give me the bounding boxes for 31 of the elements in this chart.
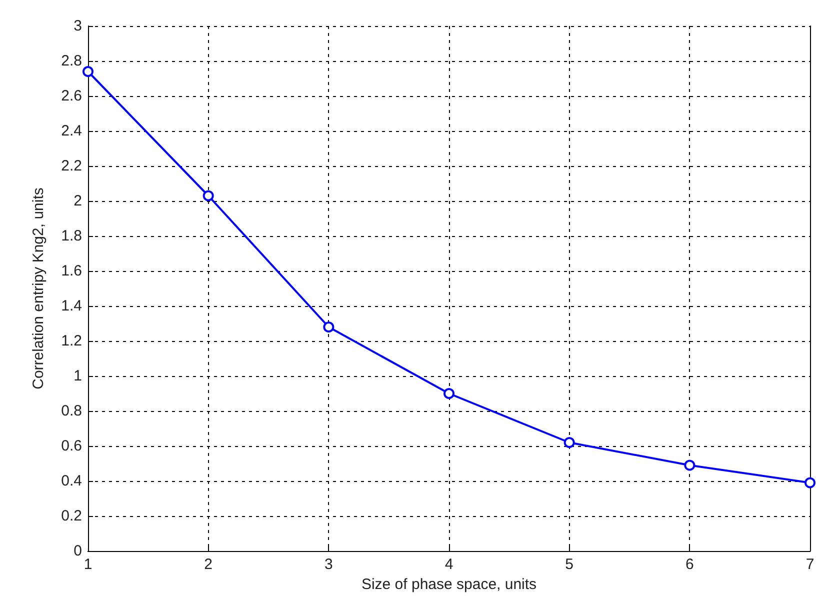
y-tick-label: 1.2 — [61, 332, 82, 350]
y-tick-label: 0.4 — [61, 472, 82, 490]
y-tick-label: 2.6 — [61, 88, 82, 104]
y-tick-label: 0.6 — [61, 438, 82, 454]
x-tick-label: 2 — [204, 556, 213, 573]
x-axis-title: Size of phase space, units — [361, 576, 537, 593]
point — [202, 190, 214, 202]
y-tick-label: 1.4 — [61, 298, 82, 314]
y-tick-label: 1 — [74, 368, 82, 384]
x-tick-label: 6 — [685, 556, 694, 573]
point — [804, 477, 816, 488]
x-tick-label: 3 — [324, 556, 333, 573]
point — [82, 66, 94, 77]
y-tick-label: 0 — [74, 542, 82, 560]
y-tick-label: 2.8 — [61, 52, 82, 70]
y-tick-label: 0.8 — [61, 402, 82, 420]
y-tick-label: 1.6 — [61, 262, 82, 280]
point — [564, 437, 575, 448]
point — [684, 460, 696, 471]
y-tick-label: 1.8 — [61, 228, 82, 244]
y-tick-label: 2.4 — [61, 122, 82, 140]
x-tick-label: 7 — [806, 556, 814, 573]
x-tick-label: 5 — [565, 556, 574, 573]
point — [323, 322, 334, 332]
y-tick-label: 0.2 — [61, 508, 82, 524]
y-tick-label: 2.2 — [61, 158, 82, 174]
y-axis-title: Correlation entripy Kng2, units — [30, 188, 47, 390]
y-tick-label: 2 — [74, 192, 82, 210]
y-tick-label: 3 — [74, 18, 82, 34]
x-tick-label: 4 — [444, 556, 454, 573]
point — [444, 388, 454, 399]
